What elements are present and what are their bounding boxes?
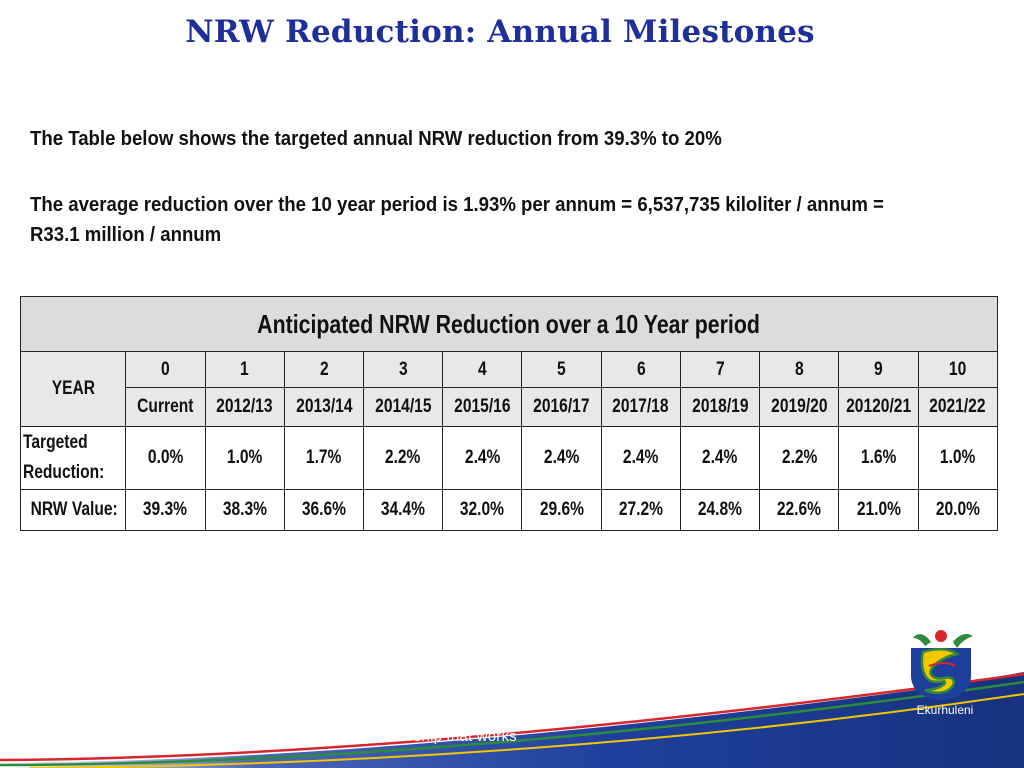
period-cell: 2013/14 <box>283 387 365 427</box>
table-header: Anticipated NRW Reduction over a 10 Year… <box>20 296 998 352</box>
year-number-cell: 6 <box>600 351 681 388</box>
nrw-cell: 38.3% <box>204 489 285 531</box>
targeted-cell: 1.7% <box>283 426 365 490</box>
year-label: YEAR <box>19 351 127 427</box>
footer-tagline: a partnership that works <box>352 728 517 745</box>
nrw-cell: 36.6% <box>283 489 365 531</box>
targeted-cell: 1.0% <box>917 426 999 490</box>
page-title: NRW Reduction: Annual Milestones <box>185 14 815 50</box>
average-paragraph: The average reduction over the 10 year p… <box>30 194 884 246</box>
ekurhuleni-logo-icon <box>911 630 973 700</box>
targeted-cell: 2.4% <box>521 426 602 490</box>
targeted-cell: 0.0% <box>125 426 206 490</box>
intro-paragraph: The Table below shows the targeted annua… <box>30 128 722 150</box>
nrw-cell: 39.3% <box>125 489 206 531</box>
nrw-value-label: NRW Value: <box>19 489 127 531</box>
nrw-cell: 20.0% <box>917 489 999 531</box>
period-cell: 2021/22 <box>917 387 999 427</box>
period-cell: 2015/16 <box>442 387 523 427</box>
year-number-cell: 2 <box>283 351 365 388</box>
year-number-cell: 4 <box>442 351 523 388</box>
targeted-cell: 2.2% <box>759 426 840 490</box>
targeted-cell: 2.2% <box>363 426 444 490</box>
year-number-cell: 5 <box>521 351 602 388</box>
targeted-cell: 2.4% <box>442 426 523 490</box>
year-number-cell: 7 <box>679 351 761 388</box>
period-cell: 2012/13 <box>204 387 285 427</box>
period-cell: 2016/17 <box>521 387 602 427</box>
period-cell: 20120/21 <box>838 387 919 427</box>
period-cell: 2018/19 <box>679 387 761 427</box>
nrw-cell: 32.0% <box>442 489 523 531</box>
nrw-cell: 22.6% <box>759 489 840 531</box>
nrw-cell: 24.8% <box>679 489 761 531</box>
period-cell: 2014/15 <box>363 387 444 427</box>
table-header-row: Anticipated NRW Reduction over a 10 Year… <box>20 296 998 352</box>
year-number-cell: 0 <box>125 351 206 388</box>
logo-name: Ekurhuleni <box>916 703 974 717</box>
nrw-reduction-table: Anticipated NRW Reduction over a 10 Year… <box>19 296 999 531</box>
year-number-row: YEAR 0 1 2 3 4 5 6 7 8 9 10 <box>19 351 999 427</box>
year-number-cell: 1 <box>204 351 285 388</box>
year-number-cell: 9 <box>838 351 919 388</box>
targeted-reduction-row: Targeted Reduction: 0.0% 1.0% 1.7% 2.2% 2… <box>19 426 999 490</box>
year-number-cell: 8 <box>759 351 840 388</box>
nrw-cell: 29.6% <box>521 489 602 531</box>
targeted-reduction-label: Targeted Reduction: <box>19 426 127 490</box>
period-cell: Current <box>125 387 206 427</box>
targeted-cell: 1.0% <box>204 426 285 490</box>
nrw-cell: 21.0% <box>838 489 919 531</box>
footer-banner <box>0 672 1024 768</box>
period-row: Current 2012/13 2013/14 2014/15 2015/16 … <box>21 387 999 427</box>
targeted-cell: 2.4% <box>679 426 761 490</box>
targeted-cell: 1.6% <box>838 426 919 490</box>
nrw-cell: 34.4% <box>363 489 444 531</box>
footer-swoosh <box>0 672 1024 768</box>
period-cell: 2017/18 <box>600 387 681 427</box>
year-number-cell: 3 <box>363 351 444 388</box>
nrw-value-row: NRW Value: 39.3% 38.3% 36.6% 34.4% 32.0%… <box>19 489 999 531</box>
nrw-cell: 27.2% <box>600 489 681 531</box>
year-number-cell: 10 <box>917 351 999 388</box>
period-cell: 2019/20 <box>759 387 840 427</box>
targeted-cell: 2.4% <box>600 426 681 490</box>
